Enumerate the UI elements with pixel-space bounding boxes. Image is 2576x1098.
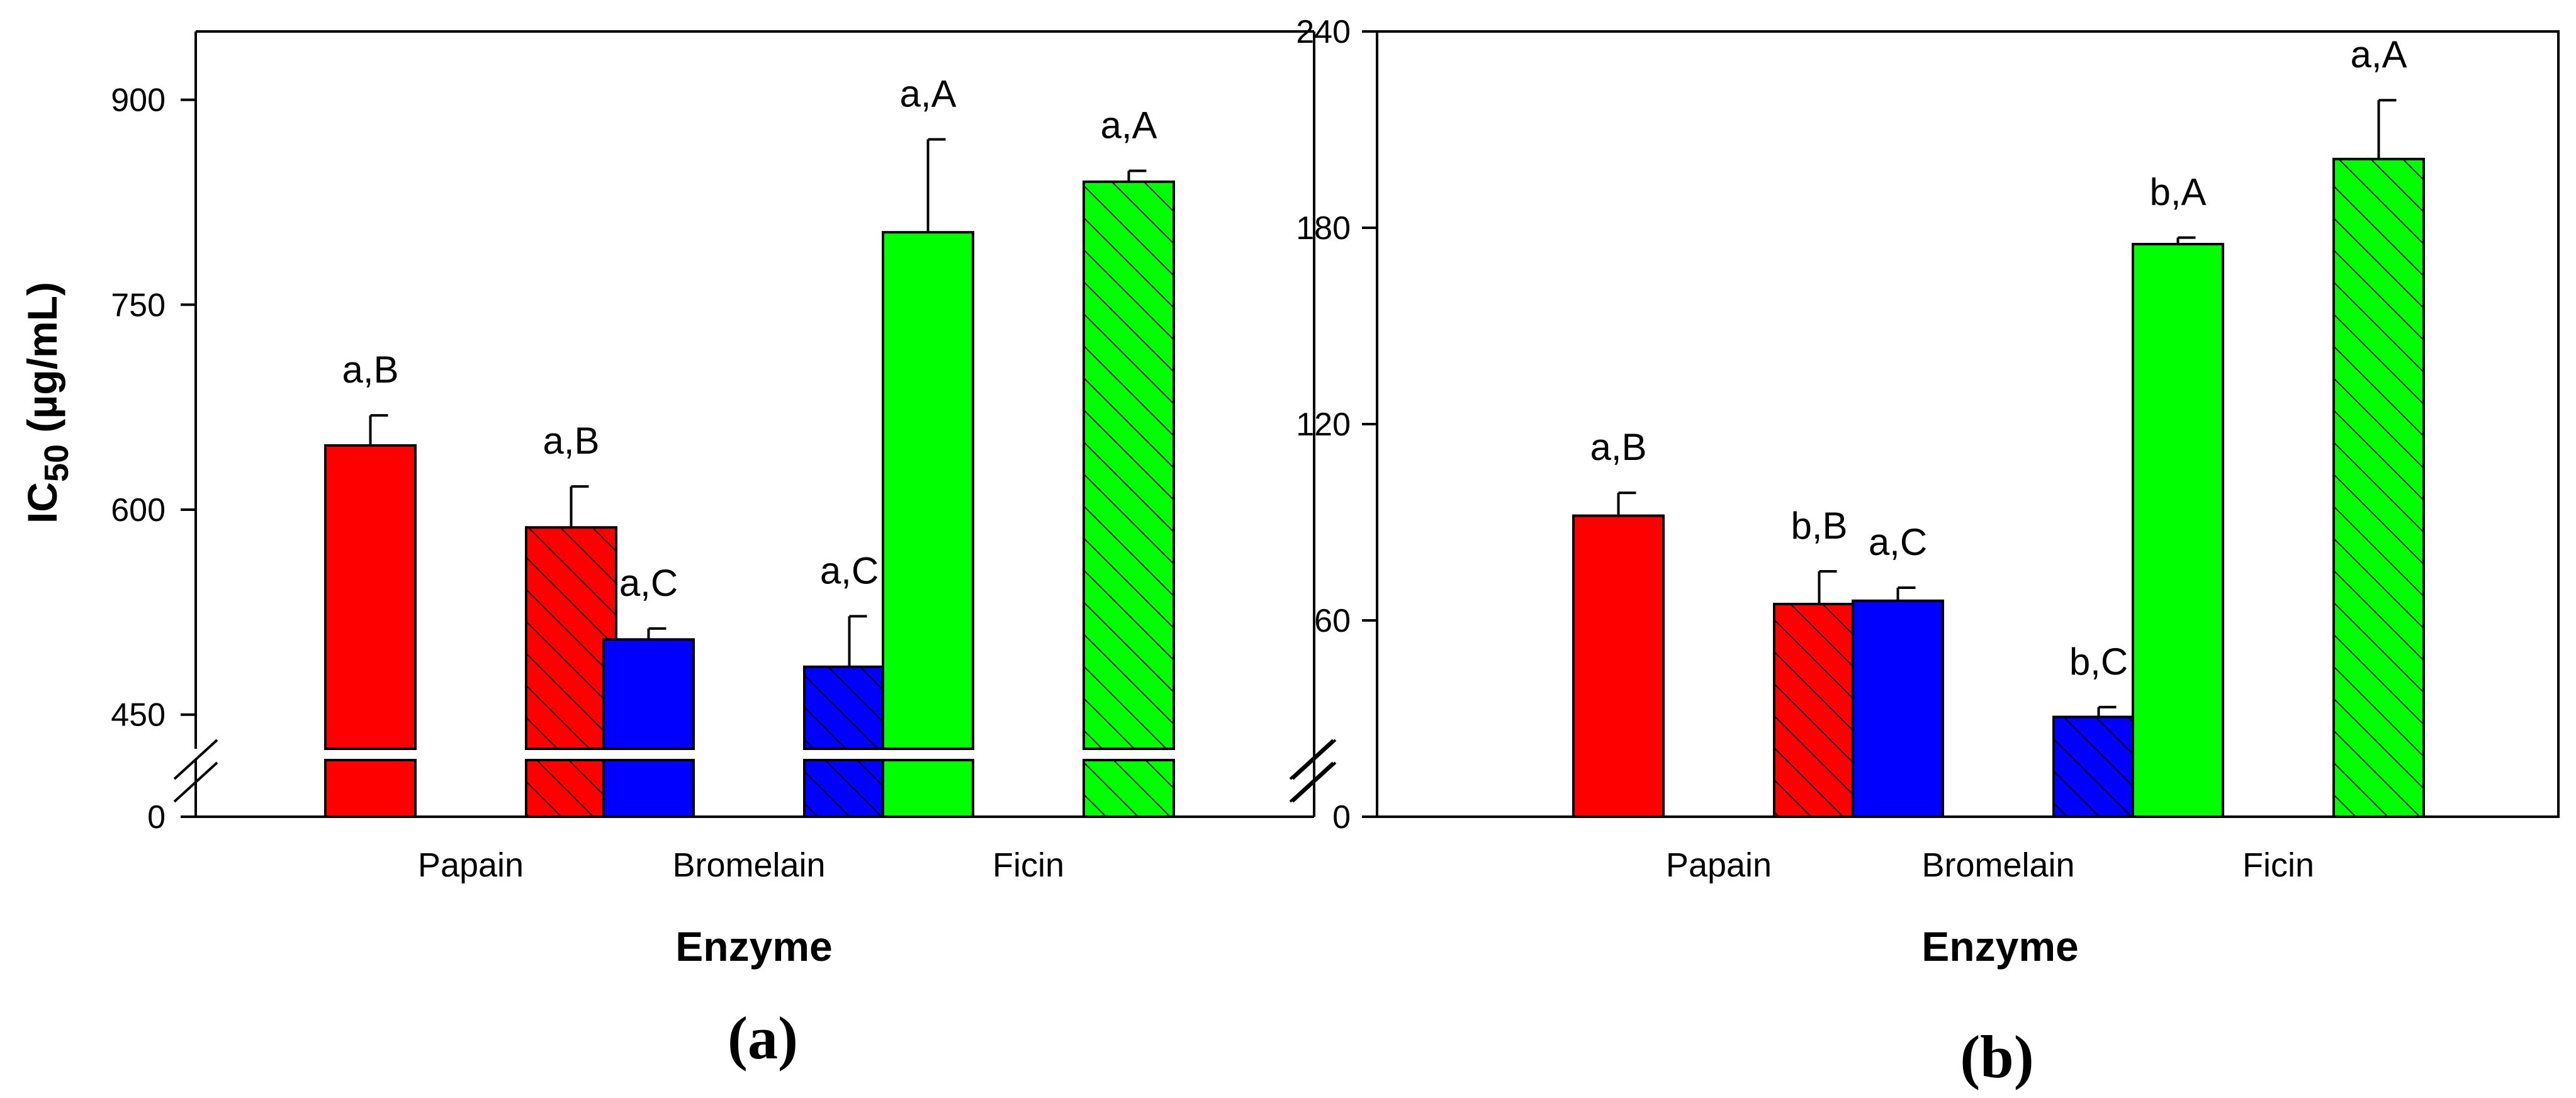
x-tick-label-bromelain: Bromelain bbox=[1921, 846, 2074, 884]
y-tick-label-180: 180 bbox=[1296, 210, 1351, 247]
panel-b-y-ticks: 0 60 120 180 240 bbox=[1296, 14, 1377, 836]
bar-bromelain-solid bbox=[1852, 599, 1944, 818]
axis-break-mark bbox=[1289, 761, 1334, 803]
y-tick-label-900: 900 bbox=[111, 82, 166, 119]
bar-ficin-hatch bbox=[2334, 159, 2424, 817]
panel-b-category-labels: Papain Bromelain Ficin bbox=[1666, 846, 2314, 884]
bar-papain-solid-lower bbox=[324, 759, 417, 818]
sig-label-ficin-solid: a,A bbox=[899, 73, 956, 115]
y-tick-label-600: 600 bbox=[111, 492, 166, 529]
sig-label-ficin-hatched: a,A bbox=[1100, 104, 1157, 146]
x-tick-label-papain: Papain bbox=[1666, 846, 1772, 884]
panel-a-significance-labels: a,B a,B a,C a,C a,A a,A bbox=[342, 73, 1157, 604]
bar-ficin-solid-upper bbox=[882, 231, 974, 750]
panel-b-label: (b) bbox=[1960, 1023, 2033, 1090]
panel-a-error-bars bbox=[369, 138, 1147, 667]
panel-a-category-labels: Papain Bromelain Ficin bbox=[418, 846, 1064, 884]
y-tick-label-0: 0 bbox=[1332, 799, 1351, 836]
bar-papain-hatch-lower bbox=[526, 760, 616, 817]
panel-b-bars bbox=[1572, 157, 2425, 819]
y-tick-label-750: 750 bbox=[111, 287, 166, 323]
bar-ficin-hatch-lower bbox=[1084, 760, 1174, 817]
sig-label-papain-hatched: a,B bbox=[543, 420, 599, 462]
bar-ficin-solid bbox=[2132, 243, 2224, 818]
panel-a-axes bbox=[173, 30, 1337, 818]
sig-label-ficin-hatched: a,A bbox=[2350, 33, 2407, 76]
panel-a-y-axis-title: IC50 (µg/mL) bbox=[19, 282, 76, 524]
y-tick-label-450: 450 bbox=[111, 697, 166, 734]
bar-ficin-hatch-upper bbox=[1084, 181, 1174, 749]
sig-label-ficin-solid: b,A bbox=[2149, 171, 2206, 213]
bar-bromelain-hatch bbox=[2054, 717, 2144, 817]
axis-break-mark bbox=[1291, 761, 1337, 803]
panel-a-y-ticks: 450 600 750 900 0 bbox=[111, 82, 196, 836]
panel-a-bars bbox=[324, 180, 1175, 818]
axis-break-mark bbox=[173, 761, 218, 803]
panel-b-error-bars bbox=[1617, 99, 2397, 717]
panel-b-x-axis-title: Enzyme bbox=[1921, 923, 2078, 970]
sig-label-papain-solid: a,B bbox=[1590, 426, 1646, 468]
axis-break-mark bbox=[1291, 739, 1337, 780]
bar-bromelain-hatch-upper bbox=[804, 666, 894, 749]
panel-b-significance-labels: a,B b,B a,C b,C b,A a,A bbox=[1590, 33, 2407, 683]
sig-label-bromelain-hatched: b,C bbox=[2069, 641, 2128, 683]
sig-label-papain-solid: a,B bbox=[342, 349, 398, 391]
sig-label-bromelain-hatched: a,C bbox=[820, 549, 879, 591]
y-tick-label-0: 0 bbox=[147, 799, 166, 836]
x-tick-label-papain: Papain bbox=[418, 846, 524, 884]
bar-papain-hatch bbox=[1774, 604, 1864, 817]
y-tick-label-60: 60 bbox=[1314, 603, 1351, 639]
bar-bromelain-solid-upper bbox=[602, 638, 695, 750]
panel-a: 450 600 750 900 0 a,B a,B a,C a,C a,A a,A Papain B… bbox=[19, 30, 1337, 1072]
bar-papain-solid bbox=[1572, 514, 1665, 818]
axis-break-mark bbox=[1289, 739, 1334, 780]
sig-label-papain-hatched: b,B bbox=[1791, 505, 1847, 547]
bar-papain-hatch-upper bbox=[526, 527, 616, 749]
bar-bromelain-hatch-lower bbox=[804, 760, 894, 817]
bar-bromelain-solid-lower bbox=[602, 759, 695, 818]
sig-label-bromelain-solid: a,C bbox=[619, 562, 678, 604]
x-tick-label-ficin: Ficin bbox=[993, 846, 1064, 884]
sig-label-bromelain-solid: a,C bbox=[1869, 521, 1927, 563]
panel-a-x-axis-title: Enzyme bbox=[675, 923, 832, 970]
x-tick-label-ficin: Ficin bbox=[2242, 846, 2314, 884]
panel-a-label: (a) bbox=[728, 1004, 798, 1072]
bar-ficin-solid-lower bbox=[882, 759, 974, 818]
panel-b: 0 60 120 180 240 a,B b,B a,C b,C b,A a,A Papain Br… bbox=[1289, 14, 2560, 1090]
y-tick-label-120: 120 bbox=[1296, 406, 1351, 443]
bar-papain-solid-upper bbox=[324, 444, 417, 750]
y-tick-label-240: 240 bbox=[1296, 14, 1351, 50]
axis-break-mark bbox=[173, 739, 218, 780]
x-tick-label-bromelain: Bromelain bbox=[672, 846, 825, 884]
